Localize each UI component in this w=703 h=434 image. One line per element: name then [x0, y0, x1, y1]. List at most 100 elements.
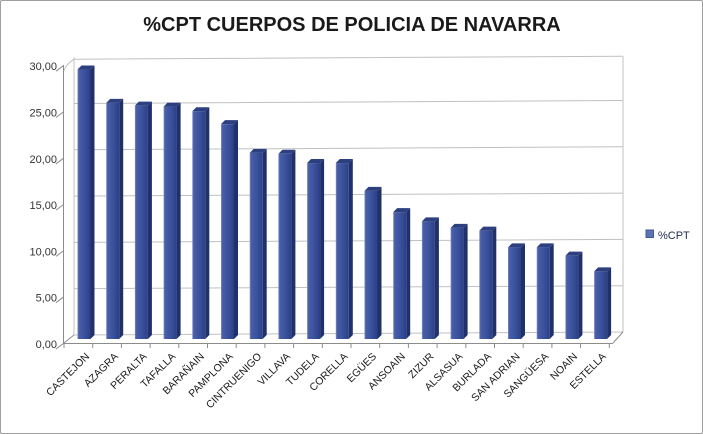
- y-axis-tick-label: 30,00: [29, 61, 57, 73]
- bar-side-face: [492, 226, 497, 339]
- bar-side-face: [406, 208, 411, 339]
- bar-side-face: [291, 149, 296, 339]
- bar-front-face: [450, 227, 464, 339]
- bar-front-face: [278, 153, 292, 339]
- bar-front-face: [106, 102, 120, 340]
- y-axis-tick: [55, 157, 65, 165]
- bar-front-face: [221, 124, 234, 339]
- bar-side-face: [205, 107, 210, 339]
- y-axis-tick: [55, 296, 65, 304]
- bar-pamplona: [221, 120, 238, 339]
- floor-right-edge: [612, 331, 624, 344]
- bar-side-face: [521, 243, 525, 339]
- bar-corella: [335, 159, 353, 339]
- bar-side-face: [348, 159, 353, 339]
- x-axis-label: CASTEJON: [44, 351, 92, 399]
- bar-front-face: [307, 163, 321, 339]
- bar-noain: [565, 251, 583, 339]
- bar-top-face: [249, 148, 267, 153]
- bar-top-face: [594, 267, 612, 272]
- bar-peralta: [134, 101, 152, 339]
- bar-front-face: [77, 69, 91, 339]
- bar-side-face: [147, 101, 152, 339]
- y-axis-tick-label: 25,00: [29, 108, 57, 120]
- bar-side-face: [234, 120, 238, 339]
- bar-cintruenigo: [249, 148, 267, 339]
- y-axis-tick-label: 5,00: [36, 293, 57, 305]
- plot-area: 0,00 5,00 10,00 15,00 20,00 25,00 30,00 CASTEJO…: [29, 55, 624, 411]
- bar-top-face: [106, 98, 124, 103]
- floor-left-edge: [63, 334, 75, 344]
- bar-front-face: [594, 271, 608, 339]
- bar-top-face: [565, 251, 583, 256]
- bar-top-face: [307, 159, 325, 164]
- bar-front-face: [192, 111, 206, 339]
- bar-estella: [594, 267, 612, 339]
- bar-side-face: [320, 159, 325, 339]
- y-axis-tick-label: 0,00: [36, 339, 57, 351]
- bar-front-face: [479, 230, 493, 339]
- bar-top-face: [450, 223, 468, 228]
- y-axis-tick-label: 20,00: [29, 154, 57, 166]
- bar-tudela: [307, 159, 325, 339]
- y-axis-tick: [55, 111, 65, 118]
- bar-top-face: [192, 107, 210, 112]
- bar-front-face: [335, 163, 349, 339]
- bar-top-face: [421, 217, 439, 222]
- y-axis-tick: [55, 342, 65, 350]
- bar-front-face: [249, 152, 263, 339]
- legend-swatch-icon: [645, 229, 654, 238]
- legend-label: %CPT: [658, 230, 690, 242]
- bar-top-face: [278, 149, 296, 154]
- bar-villava: [278, 149, 296, 339]
- bar-front-face: [364, 190, 378, 339]
- bar-azagra: [106, 98, 124, 340]
- bar-sangu-esa: [536, 243, 554, 339]
- bar-front-face: [134, 105, 148, 339]
- bar-side-face: [176, 102, 181, 339]
- bar-side-face: [434, 217, 439, 339]
- gridline: [73, 100, 624, 104]
- bar-side-face: [377, 186, 382, 339]
- bar-front-face: [393, 212, 407, 339]
- bar-side-face: [607, 267, 612, 339]
- legend: %CPT: [645, 229, 690, 242]
- wall-top-edge: [63, 55, 624, 72]
- bar-castejon: [77, 65, 95, 339]
- bar-san-adrian: [508, 243, 525, 339]
- y-axis-tick: [55, 203, 65, 211]
- bar-side-face: [262, 148, 267, 339]
- bar-top-face: [335, 159, 353, 164]
- bar-top-face: [364, 186, 382, 191]
- bar-top-face: [393, 208, 411, 213]
- gridline: [73, 146, 624, 151]
- y-axis-tick: [55, 64, 65, 72]
- bar-front-face: [536, 247, 550, 339]
- bar-top-face: [221, 120, 238, 125]
- chart-title: %CPT CUERPOS DE POLICIA DE NAVARRA: [143, 14, 560, 36]
- bar-baran-ain: [192, 107, 210, 339]
- bar-zizur: [421, 217, 439, 339]
- bar-top-face: [134, 101, 152, 106]
- bar-side-face: [463, 223, 468, 339]
- bar-front-face: [508, 247, 521, 339]
- bar-ansoain: [393, 208, 411, 339]
- bar-top-face: [536, 243, 554, 248]
- bar-top-face: [77, 65, 95, 70]
- bar-front-face: [565, 255, 579, 339]
- bar-burlada: [479, 226, 497, 339]
- bar-top-face: [508, 243, 525, 248]
- bar-side-face: [578, 251, 583, 339]
- y-axis-tick: [55, 249, 65, 257]
- bar-side-face: [90, 65, 95, 339]
- bar-side-face: [119, 98, 124, 340]
- bar-tafalla: [163, 102, 181, 339]
- bar-side-face: [549, 243, 554, 339]
- bar-egu-es: [364, 186, 382, 339]
- bar-front-face: [421, 221, 435, 339]
- bar-alsasua: [450, 223, 468, 339]
- bar-top-face: [479, 226, 497, 231]
- y-axis-tick-label: 15,00: [29, 200, 57, 212]
